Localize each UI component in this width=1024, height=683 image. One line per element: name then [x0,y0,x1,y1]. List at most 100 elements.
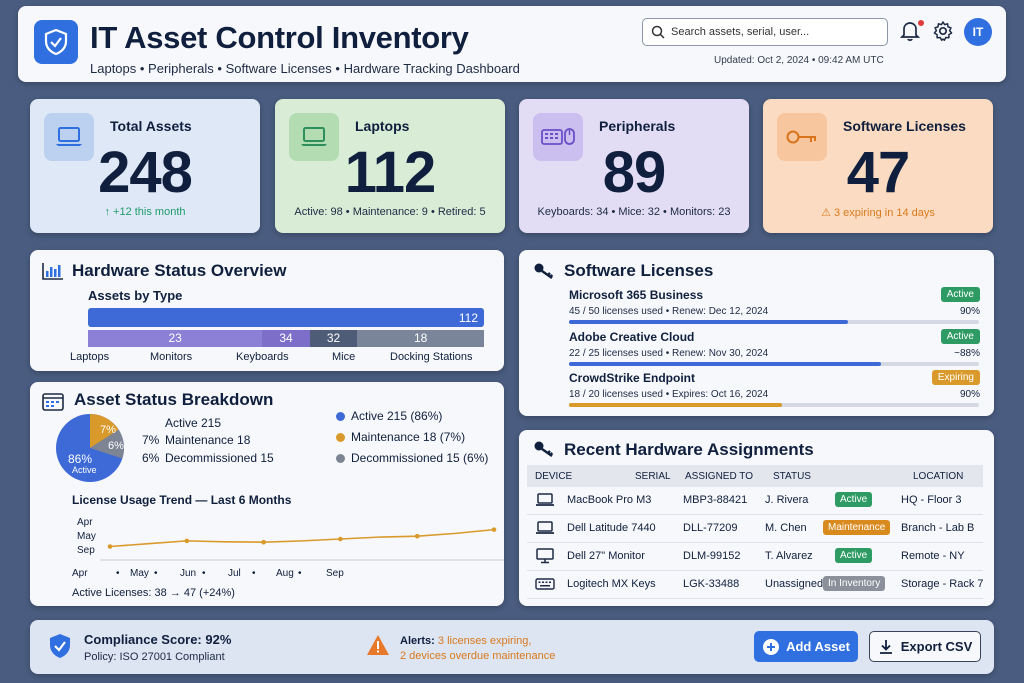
trend-point [184,538,190,544]
search-icon [651,25,665,39]
serial-number: DLM-99152 [683,550,741,562]
legend-dot [336,453,345,463]
serial-number: DLL-77209 [683,522,738,534]
x-tick-label: Sep [326,568,344,579]
page-subtitle: Laptops • Peripherals • Software License… [90,61,520,76]
trend-point [261,539,266,545]
asset-status-panel: Asset Status Breakdown 86% Active 7% 6% … [30,382,504,606]
assigned-to: M. Chen [765,522,807,534]
y-tick-label: May [77,531,96,542]
laptop-icon [44,113,94,161]
license-usage-bar [569,403,979,407]
bell-icon[interactable] [899,20,921,47]
laptop-icon [535,520,555,539]
chart-subtitle: Assets by Type [88,288,183,303]
compliance-score: Compliance Score: 92% [84,632,232,647]
column-header[interactable]: SERIAL [635,471,671,482]
table-row[interactable]: MacBook Pro M3 MBP3-88421 J. Rivera Active H… [527,487,983,515]
status-badge: Maintenance [823,520,891,535]
kpi-breakdown: Active: 98 • Maintenance: 9 • Retired: 5 [294,206,486,218]
license-status-badge: Expiring [931,370,980,385]
license-usage-fill [569,320,848,324]
section-title: Asset Status Breakdown [74,390,274,409]
search-box[interactable] [642,18,888,46]
page-title: IT Asset Control Inventory [90,20,469,55]
kpi-card-software-licenses[interactable]: Software Licenses 47 ⚠ 3 expiring in 14 … [763,99,993,233]
column-header[interactable]: ASSIGNED TO [685,471,753,482]
kpi-card-peripherals[interactable]: Peripherals 89 Keyboards: 34 • Mice: 32 … [519,99,749,233]
download-icon [879,639,892,654]
x-tick-label: • [116,568,120,579]
updated-timestamp: Updated: Oct 2, 2024 • 09:42 AM UTC [714,55,884,66]
laptop-icon [289,113,339,161]
assigned-to: Unassigned [765,578,824,590]
laptop-icon [535,492,555,511]
license-status-badge: Active [940,287,980,302]
alerts-line-2: 2 devices overdue maintenance [400,650,556,662]
trend-point [491,527,497,532]
search-input[interactable] [671,26,871,38]
x-tick-label: Aug [276,568,294,579]
kpi-value: 89 [602,140,667,205]
table-header: DEVICE SERIAL ASSIGNED TO STATUS LOCATIO… [527,465,983,487]
assigned-to: T. Alvarez [765,550,813,562]
table-row[interactable]: Dell Latitude 7440 DLL-77209 M. Chen Mainte… [527,515,983,543]
x-tick-label: Jul [228,568,241,579]
type-label: Keyboards [236,351,289,363]
legend-dot [336,411,345,421]
kpi-label: Software Licenses [843,118,966,134]
table-row[interactable]: Logitech MX Keys LGK-33488 Unassigned In In… [527,571,984,599]
trend-point [414,533,420,539]
legend-label: Active 215 (86%) [351,409,443,423]
license-usage-fill [569,362,881,366]
kpi-card-total-assets[interactable]: Total Assets 248 ↑ +12 this month [30,99,260,233]
bar-chart-icon [42,263,63,280]
trend-point [338,536,343,542]
column-header[interactable]: STATUS [773,471,811,482]
trend-series-line [109,528,495,548]
column-header[interactable]: DEVICE [535,471,573,482]
export-csv-button[interactable]: Export CSV [869,631,981,662]
serial-number: MBP3-88421 [683,494,748,506]
kpi-card-laptops[interactable]: Laptops 112 Active: 98 • Maintenance: 9 … [275,99,505,233]
export-csv-label: Export CSV [900,639,973,654]
type-label: Monitors [150,351,193,363]
avatar[interactable]: IT [964,18,992,46]
column-header[interactable]: LOCATION [913,471,964,482]
license-usage-fill [569,403,783,407]
section-title: Software Licenses [564,261,714,280]
pie-center-pct: 86% [68,452,93,466]
monitor-icon [535,548,555,567]
key-icon [534,441,554,457]
status-pie-chart [56,414,125,482]
x-tick-label: Apr [72,568,88,579]
keyboard-mouse-icon [533,113,583,161]
kpi-warning: ⚠ 3 expiring in 14 days [821,207,935,219]
license-status-badge: Active [940,329,980,344]
gear-icon[interactable] [932,20,954,47]
alerts-label: Alerts: [400,635,435,647]
kpi-value: 112 [344,140,437,205]
pie-text-active: Active 215 [165,416,222,430]
notification-dot [918,20,924,26]
location: HQ - Floor 3 [901,494,962,506]
pie-text-decom-pct: 6% [142,451,160,465]
location: Remote - NY [901,550,965,562]
bar-value: 112 [458,311,478,325]
location: Storage - Rack 7 [901,578,984,590]
bar-segment: 23 [88,330,263,347]
x-tick-label: Jun [180,568,196,579]
license-trend-chart: Apr May Sep Apr • May • Jun • Jul • Aug • Sep [72,517,504,579]
device-name: Dell 27" Monitor [567,550,645,562]
add-asset-button[interactable]: Add Asset [754,631,858,662]
license-usage-pct: ~88% [954,348,980,359]
shield-check-icon [50,634,70,658]
table-row[interactable]: Dell 27" Monitor DLM-99152 T. Alvarez Activ… [527,543,983,571]
license-usage-pct: 90% [959,306,980,317]
device-name: Logitech MX Keys [567,578,656,590]
y-tick-label: Sep [77,545,95,556]
kpi-label: Total Assets [110,118,192,134]
kpi-trend: ↑ +12 this month [104,206,186,218]
pie-text-maint: Maintenance 18 [165,433,251,447]
x-tick-label: May [130,568,149,579]
